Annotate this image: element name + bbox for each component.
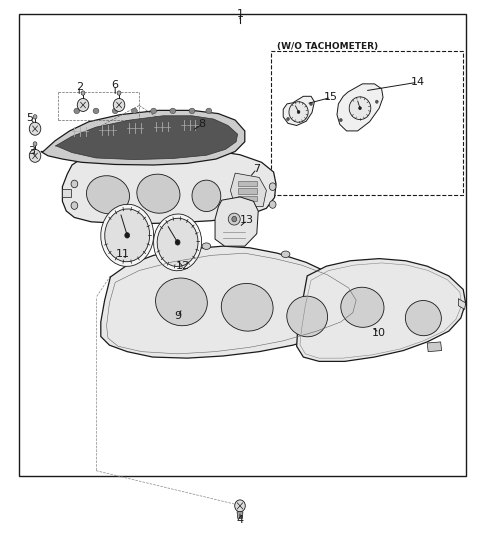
- Polygon shape: [337, 84, 383, 131]
- Text: 7: 7: [253, 164, 260, 174]
- Bar: [271, 51, 463, 195]
- Ellipse shape: [157, 218, 198, 267]
- Ellipse shape: [132, 108, 137, 114]
- Ellipse shape: [289, 102, 308, 122]
- Circle shape: [232, 216, 237, 222]
- Ellipse shape: [287, 296, 327, 337]
- Circle shape: [269, 183, 276, 190]
- Ellipse shape: [206, 108, 212, 114]
- Ellipse shape: [137, 174, 180, 213]
- Circle shape: [375, 100, 378, 103]
- Polygon shape: [283, 96, 314, 126]
- Text: 8: 8: [198, 120, 205, 129]
- Polygon shape: [101, 246, 364, 358]
- Circle shape: [113, 98, 125, 111]
- Ellipse shape: [189, 108, 195, 114]
- Ellipse shape: [93, 108, 99, 114]
- Ellipse shape: [151, 108, 156, 114]
- Circle shape: [77, 98, 89, 111]
- Ellipse shape: [341, 287, 384, 327]
- Text: (W/O TACHOMETER): (W/O TACHOMETER): [277, 42, 379, 51]
- Ellipse shape: [154, 214, 202, 270]
- Ellipse shape: [192, 180, 221, 212]
- Ellipse shape: [349, 97, 371, 120]
- Circle shape: [175, 240, 180, 245]
- Polygon shape: [237, 512, 243, 518]
- Text: 15: 15: [324, 93, 338, 102]
- Ellipse shape: [406, 300, 441, 336]
- Polygon shape: [238, 181, 257, 186]
- Ellipse shape: [202, 243, 211, 249]
- Text: 1: 1: [237, 9, 243, 18]
- Bar: [19, 14, 466, 476]
- Polygon shape: [62, 148, 276, 224]
- Polygon shape: [62, 189, 71, 197]
- Circle shape: [117, 91, 121, 95]
- Circle shape: [71, 202, 78, 209]
- Circle shape: [29, 122, 41, 135]
- Ellipse shape: [86, 176, 130, 214]
- Circle shape: [29, 149, 41, 162]
- Text: 14: 14: [410, 77, 425, 87]
- Text: 2: 2: [76, 82, 83, 91]
- Ellipse shape: [112, 108, 118, 114]
- Ellipse shape: [221, 283, 273, 331]
- Circle shape: [33, 115, 37, 119]
- Ellipse shape: [281, 251, 290, 258]
- Ellipse shape: [235, 184, 254, 211]
- Polygon shape: [297, 259, 466, 361]
- Circle shape: [269, 201, 276, 208]
- Polygon shape: [427, 342, 442, 352]
- Ellipse shape: [74, 108, 80, 114]
- Circle shape: [125, 233, 130, 238]
- Circle shape: [297, 110, 300, 114]
- Polygon shape: [238, 196, 257, 201]
- Ellipse shape: [228, 213, 240, 225]
- Circle shape: [71, 180, 78, 188]
- Text: 11: 11: [115, 249, 130, 259]
- Circle shape: [81, 91, 85, 95]
- Text: 13: 13: [240, 215, 254, 225]
- Ellipse shape: [170, 108, 176, 114]
- Ellipse shape: [105, 209, 150, 262]
- Circle shape: [339, 118, 342, 122]
- Circle shape: [287, 117, 289, 121]
- Circle shape: [33, 142, 37, 146]
- Circle shape: [359, 107, 361, 110]
- Polygon shape: [458, 299, 466, 309]
- Text: 9: 9: [174, 312, 181, 321]
- Ellipse shape: [101, 204, 154, 266]
- Polygon shape: [41, 110, 245, 165]
- Text: 10: 10: [372, 328, 386, 338]
- Polygon shape: [215, 197, 258, 246]
- Text: 3: 3: [28, 147, 35, 156]
- Text: 12: 12: [175, 261, 190, 271]
- Ellipse shape: [156, 278, 207, 326]
- Circle shape: [310, 102, 312, 105]
- Polygon shape: [230, 173, 266, 207]
- Polygon shape: [55, 116, 238, 160]
- Circle shape: [235, 500, 245, 512]
- Polygon shape: [238, 188, 257, 194]
- Text: 4: 4: [237, 516, 243, 525]
- Text: 6: 6: [112, 80, 119, 90]
- Text: 5: 5: [26, 113, 33, 123]
